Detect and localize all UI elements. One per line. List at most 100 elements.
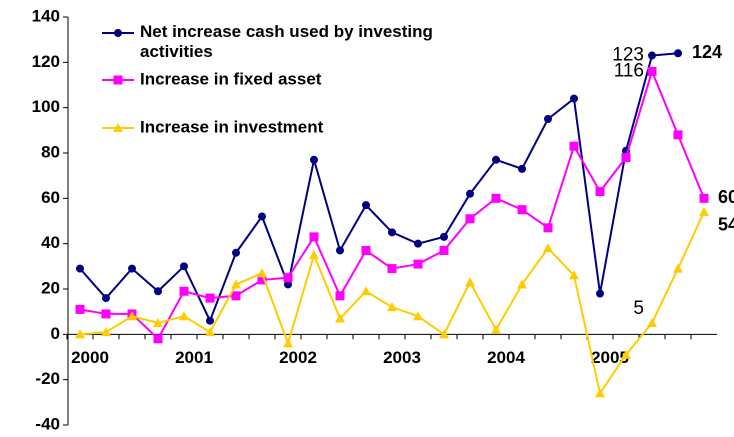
point xyxy=(75,304,85,314)
point xyxy=(113,75,123,85)
point xyxy=(466,189,474,198)
point xyxy=(569,270,579,280)
point xyxy=(205,327,215,337)
y-tick-label: -40 xyxy=(35,414,60,433)
data-label: 5 xyxy=(633,298,644,319)
legend-line-text: activities xyxy=(140,42,213,61)
point xyxy=(387,302,397,312)
point xyxy=(674,49,682,58)
y-tick-label: 100 xyxy=(32,97,60,116)
y-tick-label: 140 xyxy=(32,6,60,25)
point xyxy=(361,245,371,255)
point xyxy=(699,206,709,216)
point xyxy=(362,201,370,210)
point xyxy=(361,286,371,296)
point xyxy=(621,349,631,359)
point xyxy=(335,291,345,301)
x-tick-label: 2002 xyxy=(279,348,317,367)
point xyxy=(414,239,422,248)
point xyxy=(517,279,527,289)
legend-label: Increase in fixed asset xyxy=(140,69,322,88)
point xyxy=(595,388,605,398)
x-tick-label: 2005 xyxy=(591,348,629,367)
point xyxy=(101,309,111,319)
y-tick-label: 40 xyxy=(41,233,60,252)
point xyxy=(309,232,319,242)
point xyxy=(491,193,501,203)
legend-label: Net increase cash used by investing activ… xyxy=(140,22,433,61)
point xyxy=(127,311,137,321)
point xyxy=(309,250,319,259)
point xyxy=(284,280,292,289)
point xyxy=(75,329,85,339)
point xyxy=(336,246,344,255)
y-tick-label: -20 xyxy=(35,369,60,388)
point xyxy=(153,318,163,327)
point xyxy=(101,327,111,337)
point xyxy=(179,311,189,321)
point xyxy=(231,279,241,289)
y-tick-label: 120 xyxy=(32,52,60,71)
point xyxy=(673,130,683,140)
point xyxy=(113,123,123,132)
y-tick-label: 20 xyxy=(41,278,60,297)
y-tick-label: 80 xyxy=(41,142,60,161)
point xyxy=(413,311,423,321)
point xyxy=(413,259,423,269)
point xyxy=(518,164,526,173)
y-tick-label: 0 xyxy=(51,324,60,343)
point xyxy=(517,205,527,215)
point xyxy=(258,212,266,221)
point xyxy=(570,94,578,103)
point xyxy=(310,155,318,164)
data-label: 123 xyxy=(612,45,644,66)
point xyxy=(231,291,241,301)
point xyxy=(492,155,500,164)
point xyxy=(335,313,345,323)
point xyxy=(648,51,656,60)
point xyxy=(128,264,136,273)
point xyxy=(283,273,293,283)
point xyxy=(465,277,475,287)
data-label: 60 xyxy=(718,187,734,207)
point xyxy=(621,153,631,163)
point xyxy=(439,245,449,255)
point xyxy=(102,294,110,303)
point xyxy=(283,338,293,348)
point xyxy=(544,115,552,123)
series-line xyxy=(79,52,679,324)
point xyxy=(569,141,579,151)
point xyxy=(388,228,396,237)
point xyxy=(205,293,215,303)
point xyxy=(257,275,267,285)
point xyxy=(595,187,605,197)
point xyxy=(257,268,267,278)
x-tick-label: 2001 xyxy=(175,348,213,367)
point xyxy=(114,29,122,37)
series-line xyxy=(79,68,705,341)
legend-line-text: Net increase cash used by investing xyxy=(140,22,433,41)
point xyxy=(387,264,397,274)
point xyxy=(76,264,84,273)
data-label: 116 xyxy=(614,60,644,81)
point xyxy=(543,243,553,253)
point xyxy=(153,334,163,344)
y-tick-label: 60 xyxy=(41,188,60,207)
point xyxy=(647,318,657,327)
point xyxy=(673,263,683,273)
point xyxy=(179,286,189,296)
point xyxy=(440,232,448,241)
point xyxy=(154,287,162,296)
point xyxy=(491,324,501,334)
point xyxy=(699,193,709,203)
x-tick-label: 2000 xyxy=(71,348,109,367)
point xyxy=(647,66,657,76)
point xyxy=(439,329,449,339)
x-tick-label: 2004 xyxy=(487,348,525,367)
data-label: 54 xyxy=(718,215,734,235)
point xyxy=(465,214,475,224)
legend-label: Increase in investment xyxy=(140,117,324,136)
point xyxy=(596,289,604,298)
point xyxy=(543,223,553,233)
